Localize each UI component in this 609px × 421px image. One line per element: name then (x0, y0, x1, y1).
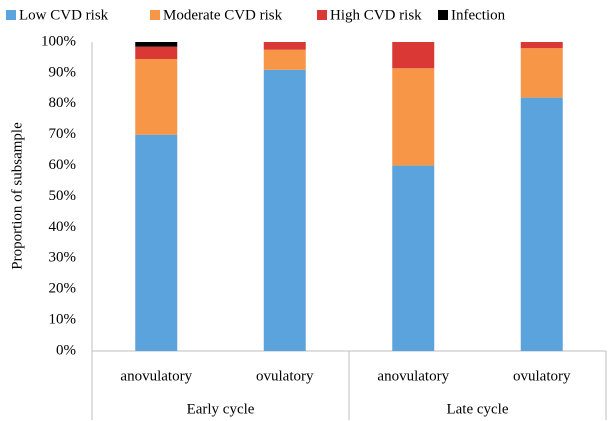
legend-label: Infection (451, 7, 506, 23)
bar-segment (135, 42, 178, 47)
bar-segment (392, 165, 435, 351)
legend-swatch (317, 10, 327, 20)
group-label: Early cycle (187, 401, 255, 417)
y-tick-label: 30% (49, 250, 77, 266)
legend-label: High CVD risk (330, 7, 422, 23)
y-tick-label: 10% (49, 312, 77, 328)
bar-segment (520, 97, 563, 352)
y-tick-label: 40% (49, 219, 77, 235)
legend-label: Low CVD risk (19, 7, 109, 23)
y-axis-label: Proportion of subsample (9, 122, 25, 270)
y-tick-label: 50% (49, 188, 77, 204)
bar-segment (520, 42, 563, 49)
bar-segment (263, 49, 306, 70)
legend-label: Moderate CVD risk (163, 7, 283, 23)
bar-segment (263, 42, 306, 50)
y-tick-label: 80% (49, 95, 77, 111)
x-tick-label: anovulatory (377, 368, 449, 384)
x-tick-label: anovulatory (120, 368, 192, 384)
bar-segment (135, 58, 178, 135)
group-label: Late cycle (446, 401, 508, 417)
y-tick-label: 60% (49, 157, 77, 173)
bar-segment (392, 68, 435, 166)
y-tick-label: 70% (49, 126, 77, 142)
bar-segment (135, 46, 178, 59)
x-tick-label: ovulatory (513, 368, 571, 384)
y-tick-label: 90% (49, 64, 77, 80)
y-tick-label: 0% (56, 342, 76, 358)
y-tick-label: 100% (41, 33, 76, 49)
y-tick-label: 20% (49, 281, 77, 297)
bar-segment (135, 134, 178, 351)
legend-swatch (150, 10, 160, 20)
legend-swatch (438, 10, 448, 20)
legend-swatch (6, 10, 16, 20)
x-tick-label: ovulatory (256, 368, 314, 384)
bar-segment (263, 69, 306, 351)
bar-segment (520, 48, 563, 98)
bar-segment (392, 42, 435, 69)
